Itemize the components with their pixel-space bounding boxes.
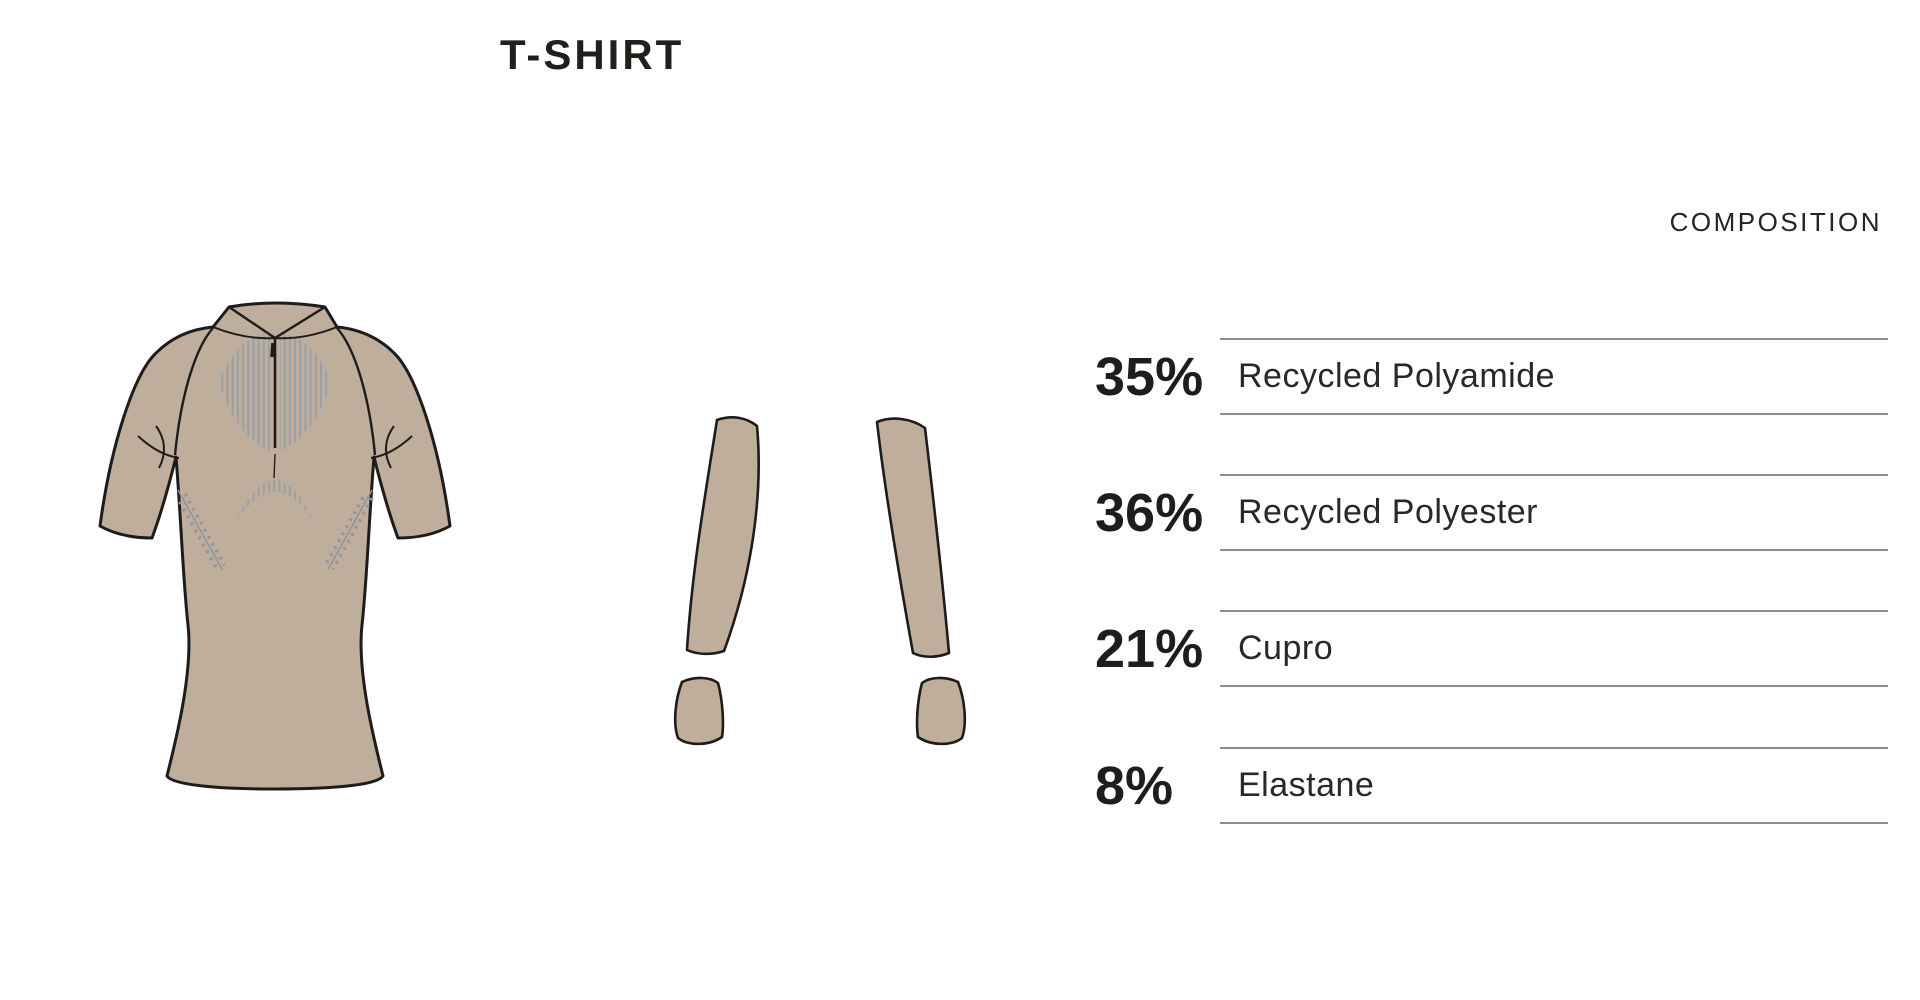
composition-row: 35% Recycled Polyamide xyxy=(1095,338,1888,415)
material-name: Recycled Polyamide xyxy=(1238,357,1556,395)
composition-row: 8% Elastane xyxy=(1095,747,1888,824)
page-title: T-SHIRT xyxy=(500,31,685,78)
material-rule-box: Cupro xyxy=(1220,610,1888,687)
material-percent: 8% xyxy=(1095,755,1174,816)
right-side-stitch xyxy=(324,489,374,570)
composition-row: 36% Recycled Polyester xyxy=(1095,474,1888,551)
material-name: Recycled Polyester xyxy=(1238,493,1539,531)
left-arm-warmer-illustration xyxy=(685,416,760,656)
material-rule-box: Recycled Polyester xyxy=(1220,474,1888,551)
material-name: Cupro xyxy=(1238,629,1334,667)
composition-heading: COMPOSITION xyxy=(1669,207,1882,237)
left-side-stitch xyxy=(176,489,226,570)
tshirt-front-illustration xyxy=(98,301,452,791)
collar-flap-seams xyxy=(228,305,326,340)
composition-row: 21% Cupro xyxy=(1095,610,1888,687)
material-rule-box: Elastane xyxy=(1220,747,1888,824)
zipper xyxy=(270,338,277,479)
material-percent: 36% xyxy=(1095,482,1204,543)
right-cuff-illustration xyxy=(915,676,967,746)
material-name: Elastane xyxy=(1238,766,1375,804)
neckline-seam xyxy=(212,326,338,340)
waist-knit-pattern xyxy=(235,480,315,523)
left-underarm-seam xyxy=(137,425,180,469)
material-percent: 35% xyxy=(1095,346,1204,407)
composition-list: 35% Recycled Polyamide 36% Recycled Poly… xyxy=(1095,0,1888,1000)
right-arm-warmer-illustration xyxy=(875,417,951,659)
garment-illustration xyxy=(98,301,967,791)
material-rule-box: Recycled Polyamide xyxy=(1220,338,1888,415)
raglan-seams xyxy=(173,327,377,456)
right-underarm-seam xyxy=(370,425,413,469)
material-percent: 21% xyxy=(1095,618,1204,679)
left-cuff-illustration xyxy=(673,676,725,746)
